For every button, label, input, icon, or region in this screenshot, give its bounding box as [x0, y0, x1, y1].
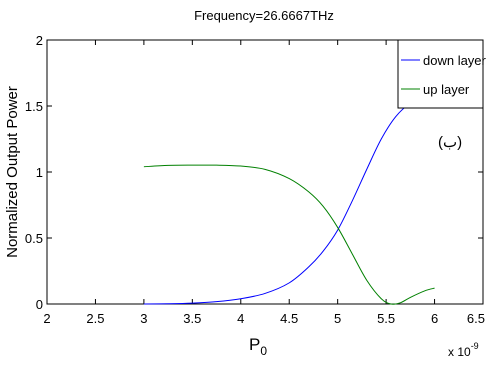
x-tick-label: 5 — [334, 311, 341, 326]
y-tick-label: 2 — [36, 33, 43, 48]
legend-box — [397, 39, 484, 109]
x-axis-exponent-power: -9 — [471, 341, 479, 351]
x-axis-exponent-base: x 10 — [448, 345, 471, 359]
x-tick-label: 5.5 — [377, 311, 395, 326]
y-tick-label: 0.5 — [25, 231, 43, 246]
series-line-down-layer — [143, 96, 435, 305]
y-axis-label: Normalized Output Power — [4, 86, 21, 258]
y-tick-label: 1.5 — [25, 99, 43, 114]
x-axis-label: P0 — [249, 335, 267, 358]
series-line-up-layer — [143, 164, 435, 305]
x-axis-ticks: 2 2.5 3 3.5 4 4.5 5 5.5 6 6.5 — [43, 40, 485, 326]
x-tick-label: 3.5 — [183, 311, 201, 326]
x-tick-label: 4 — [237, 311, 244, 326]
x-tick-label: 6.5 — [467, 311, 485, 326]
x-axis-label-main: P — [249, 335, 260, 354]
x-axis-exponent: x 10-9 — [448, 341, 479, 359]
y-tick-label: 0 — [36, 297, 43, 312]
chart-annotation: (ب) — [438, 134, 462, 151]
series-layer — [143, 96, 435, 305]
legend-label-down-layer: down layer — [423, 53, 486, 68]
legend-label-up-layer: up layer — [423, 82, 470, 97]
y-tick-label: 1 — [36, 165, 43, 180]
x-tick-label: 2 — [43, 311, 50, 326]
x-tick-label: 2.5 — [86, 311, 104, 326]
legend: down layer up layer — [397, 39, 486, 109]
y-axis-ticks: 0 0.5 1 1.5 2 — [25, 33, 483, 312]
x-tick-label: 4.5 — [280, 311, 298, 326]
x-tick-label: 6 — [431, 311, 438, 326]
x-axis-label-subscript: 0 — [260, 344, 267, 358]
x-tick-label: 3 — [140, 311, 147, 326]
chart-title: Frequency=26.6667THz — [194, 8, 334, 23]
